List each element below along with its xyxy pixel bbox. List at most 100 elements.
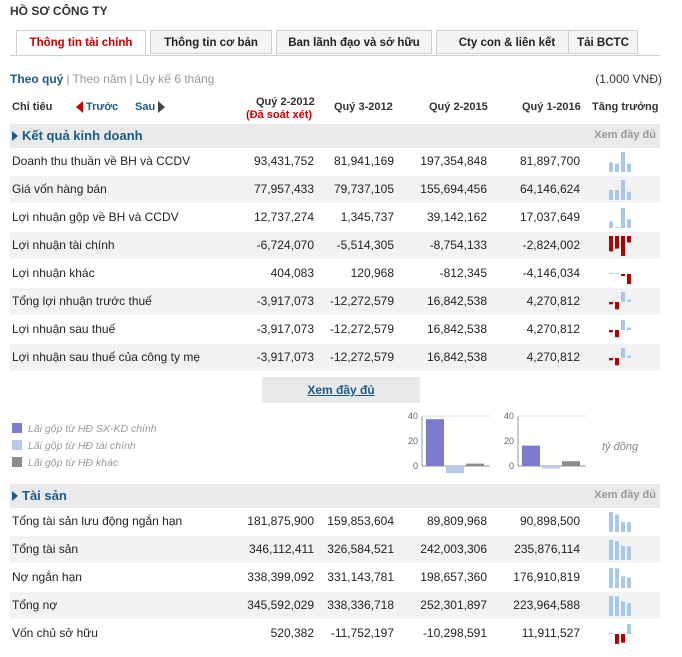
growth-sparkline [609, 236, 631, 256]
sparkline-bar [621, 292, 625, 302]
view-all-button[interactable]: Xem đầy đủ [262, 377, 420, 403]
cell-value: 242,003,306 [420, 542, 487, 556]
sparkline-bar [615, 227, 619, 228]
cell-value: 4,270,812 [526, 322, 580, 336]
legend-swatch [12, 423, 22, 433]
growth-sparkline [609, 320, 631, 338]
row-label: Lợi nhuận sau thuế của công ty mẹ [12, 350, 200, 364]
tab-financial-info[interactable]: Thông tin tài chính [16, 30, 146, 56]
row-label: Lợi nhuận sau thuế [12, 322, 116, 336]
section-assets: Tài sản Xem đầy đủ [10, 484, 660, 508]
growth-sparkline [609, 512, 631, 532]
cell-value: 77,957,433 [253, 182, 314, 196]
sparkline-bar [609, 540, 613, 560]
sparkline-bar [615, 596, 619, 616]
sparkline-bar [609, 302, 613, 305]
sparkline-bar [615, 189, 619, 200]
cell-value: 326,584,521 [327, 542, 394, 556]
mini-chart-2: 40 20 0 [504, 411, 586, 471]
cell-value: 16,842,538 [426, 294, 487, 308]
prev-button[interactable]: Trước [76, 101, 118, 114]
cell-value: -12,272,579 [329, 322, 394, 336]
sparkline-bar [621, 208, 625, 228]
sparkline-bar [627, 603, 631, 616]
cell-value: 93,431,752 [253, 154, 314, 168]
tab-leadership[interactable]: Ban lãnh đạo và sở hữu [276, 30, 432, 54]
cell-value: 79,737,105 [333, 182, 394, 196]
growth-sparkline [609, 180, 631, 200]
table-row: Tổng nợ 345,592,029 338,336,718 252,301,897… [10, 592, 660, 619]
legend-item: Lãi gộp từ HĐ SX-KD chính [12, 423, 157, 435]
cell-value: 64,146,624 [519, 182, 580, 196]
sparkline-bar [627, 624, 631, 634]
tab-basic-info[interactable]: Thông tin cơ bản [150, 30, 272, 54]
cell-value: -3,917,073 [256, 322, 314, 336]
section-title: Kết quả kinh doanh [22, 128, 143, 143]
row-label: Lợi nhuận gộp về BH và CCDV [12, 210, 179, 224]
sparkline-bar [609, 162, 613, 172]
cell-value: 404,083 [270, 266, 314, 280]
sparkline-bar [621, 601, 625, 616]
chart-unit-label: tỷ đồng [602, 441, 639, 453]
period-year[interactable]: Theo năm [72, 72, 127, 86]
sparkline-bar [615, 634, 619, 644]
bar [426, 419, 444, 466]
sparkline-bar [627, 546, 631, 560]
view-all-link[interactable]: Xem đầy đủ [594, 489, 656, 501]
row-label: Lợi nhuận khác [12, 266, 95, 280]
view-all-link[interactable]: Xem đầy đủ [594, 129, 656, 141]
col-growth: Tăng trưởng [592, 101, 659, 113]
table-row: Lợi nhuận sau thuế của công ty mẹ -3,917,… [10, 344, 660, 371]
sparkline-bar [609, 273, 613, 274]
tick-label: 40 [408, 411, 418, 421]
sparkline-bar [627, 299, 631, 302]
row-label: Tổng tài sản lưu động ngắn hạn [12, 514, 183, 528]
tab-download-reports[interactable]: Tải BCTC [568, 30, 638, 54]
sparkline-bar [609, 236, 613, 252]
cell-value: 11,911,527 [521, 626, 580, 640]
sparkline-bar [621, 236, 625, 256]
sparkline-bar [627, 577, 631, 588]
sparkline-bar [609, 189, 613, 200]
tick-label: 40 [504, 411, 514, 421]
growth-sparkline [609, 273, 631, 284]
bar [562, 461, 580, 466]
sparkline-bar [621, 546, 625, 560]
sparkline-bar [627, 522, 631, 532]
cell-value: 346,112,411 [249, 542, 314, 556]
row-label: Giá vốn hàng bán [12, 182, 107, 196]
col-q2-2015: Quý 2-2015 [429, 101, 488, 113]
growth-sparkline [609, 568, 631, 588]
cell-value: -12,272,579 [329, 350, 394, 364]
cell-value: 12,737,274 [253, 210, 314, 224]
period-quarter[interactable]: Theo quý [10, 72, 64, 86]
col-q2-2012: Quý 2-2012 [256, 96, 315, 108]
row-label: Doanh thu thuần về BH và CCDV [12, 154, 191, 168]
tab-subsidiaries[interactable]: Cty con & liên kết [436, 30, 578, 54]
sparkline-bar [621, 152, 625, 172]
next-label: Sau [135, 101, 156, 113]
next-button[interactable]: Sau [135, 101, 166, 114]
section-income: Kết quả kinh doanh Xem đầy đủ [10, 124, 660, 148]
period-ytd[interactable]: Lũy kế 6 tháng [135, 72, 215, 86]
cell-value: 338,336,718 [327, 598, 394, 612]
cell-value: 17,037,649 [519, 210, 580, 224]
cell-value: 252,301,897 [420, 598, 487, 612]
sparkline-bar [615, 330, 619, 338]
tab-divider [10, 55, 660, 56]
cell-value: -8,754,133 [429, 238, 487, 252]
col-q3-2012: Quý 3-2012 [334, 101, 393, 113]
cell-value: -4,146,034 [522, 266, 580, 280]
cell-value: 181,875,900 [247, 514, 314, 528]
sparkline-bar [627, 327, 631, 330]
row-label: Lợi nhuận tài chính [12, 238, 115, 252]
table-row: Vốn chủ sở hữu 520,382 -11,752,197 -10,298,… [10, 620, 660, 647]
cell-value: 345,592,029 [247, 598, 314, 612]
sparkline-bar [609, 633, 613, 634]
sparkline-bar [615, 236, 619, 249]
sparkline-bar [615, 358, 619, 366]
sparkline-bar [615, 541, 619, 560]
sparkline-bar [621, 348, 625, 358]
sparkline-bar [627, 236, 631, 243]
tick-label: 0 [509, 461, 514, 471]
